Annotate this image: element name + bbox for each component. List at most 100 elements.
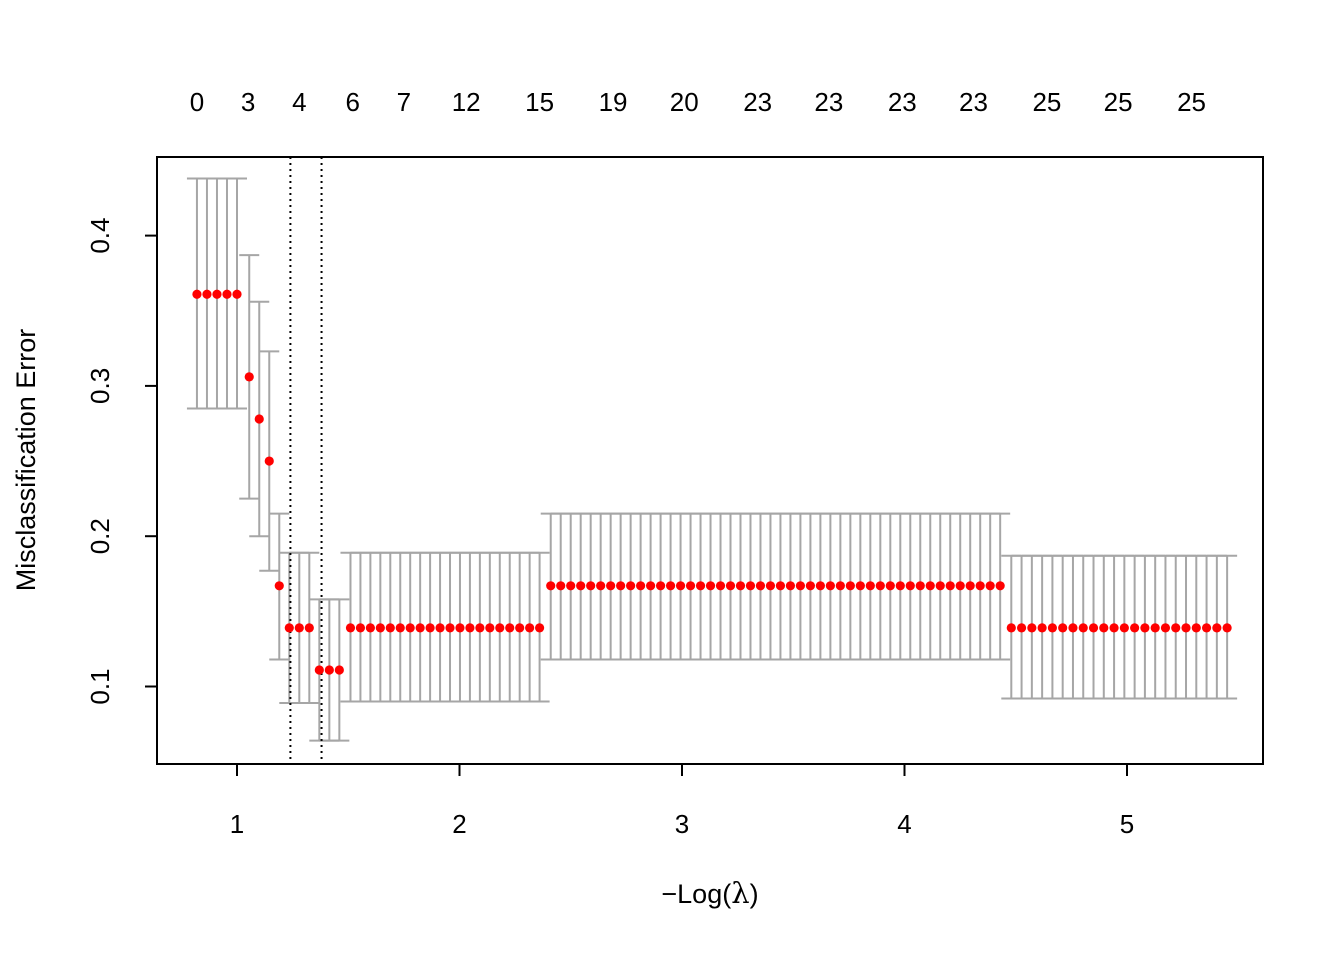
y-tick-label: 0.3 xyxy=(85,368,115,404)
data-point xyxy=(735,581,746,591)
data-point xyxy=(1119,623,1129,633)
data-point xyxy=(1109,623,1119,633)
data-point xyxy=(314,665,324,675)
data-point xyxy=(405,623,415,633)
data-point xyxy=(284,623,294,633)
top-count-label: 23 xyxy=(888,87,917,117)
data-point xyxy=(1160,623,1171,633)
y-axis-title: Misclassification Error xyxy=(11,329,41,592)
data-point xyxy=(646,581,656,591)
data-point xyxy=(435,623,445,633)
x-axis-title-suffix: ) xyxy=(750,879,759,909)
data-point xyxy=(855,581,865,591)
data-point xyxy=(324,665,334,675)
data-point xyxy=(202,289,212,299)
data-point xyxy=(304,623,314,633)
data-point xyxy=(755,581,766,591)
data-point xyxy=(596,581,606,591)
top-count-label: 12 xyxy=(452,87,481,117)
data-point xyxy=(745,581,756,591)
data-point xyxy=(1088,623,1099,633)
y-tick-label: 0.2 xyxy=(85,518,115,554)
data-point xyxy=(885,581,895,591)
data-point xyxy=(945,581,955,591)
data-point xyxy=(775,581,786,591)
data-point xyxy=(995,581,1005,591)
data-point xyxy=(805,581,816,591)
data-point xyxy=(815,581,825,591)
data-point xyxy=(566,581,576,591)
data-point xyxy=(1191,623,1201,633)
data-point xyxy=(636,581,646,591)
data-point xyxy=(525,623,535,633)
x-axis-title-prefix: −Log( xyxy=(661,879,731,909)
x-axis: 1 2 3 4 5 xyxy=(230,764,1134,839)
y-tick-label: 0.1 xyxy=(85,668,115,704)
data-point xyxy=(825,581,835,591)
data-point xyxy=(835,581,845,591)
top-count-label: 0 xyxy=(190,87,204,117)
data-point xyxy=(465,623,475,633)
data-point xyxy=(725,581,736,591)
data-point xyxy=(455,623,465,633)
top-count-label: 25 xyxy=(1032,87,1061,117)
data-point xyxy=(1037,623,1047,633)
data-point xyxy=(626,581,636,591)
data-point xyxy=(795,581,806,591)
data-point xyxy=(985,581,995,591)
data-point xyxy=(192,289,202,299)
data-point xyxy=(334,665,344,675)
data-point xyxy=(222,289,232,299)
top-count-label: 3 xyxy=(241,87,255,117)
data-point xyxy=(254,414,264,424)
x-tick-label: 1 xyxy=(230,809,244,839)
x-tick-label: 2 xyxy=(452,809,466,839)
y-axis: 0.1 0.2 0.3 0.4 xyxy=(85,218,157,705)
data-point xyxy=(345,623,356,633)
data-point xyxy=(1078,623,1088,633)
data-point xyxy=(375,623,385,633)
top-axis-nonzero-counts: 0 3 4 6 7 12 15 19 20 23 23 23 23 25 25 25 xyxy=(190,87,1206,117)
data-point xyxy=(355,623,366,633)
data-point xyxy=(365,623,375,633)
data-point xyxy=(395,623,405,633)
data-point xyxy=(475,623,485,633)
data-point xyxy=(515,623,525,633)
data-point xyxy=(232,289,242,299)
x-tick-label: 5 xyxy=(1120,809,1134,839)
data-point xyxy=(925,581,935,591)
data-point xyxy=(1130,623,1140,633)
data-point xyxy=(895,581,905,591)
data-point xyxy=(606,581,616,591)
data-point xyxy=(1171,623,1181,633)
data-point xyxy=(1047,623,1058,633)
y-tick-label: 0.4 xyxy=(85,218,115,254)
data-point xyxy=(1212,623,1222,633)
data-point xyxy=(535,623,545,633)
data-point xyxy=(705,581,716,591)
data-point xyxy=(1201,623,1212,633)
data-point xyxy=(425,623,435,633)
data-point xyxy=(1140,623,1150,633)
data-point xyxy=(695,581,706,591)
top-count-label: 23 xyxy=(959,87,988,117)
data-point xyxy=(765,581,776,591)
data-point xyxy=(845,581,855,591)
data-point xyxy=(294,623,304,633)
x-axis-title-symbol: λ xyxy=(731,876,749,910)
data-point xyxy=(715,581,726,591)
data-point xyxy=(965,581,975,591)
data-point xyxy=(505,623,515,633)
data-point xyxy=(485,623,495,633)
top-count-label: 25 xyxy=(1104,87,1133,117)
data-point xyxy=(1181,623,1191,633)
data-point xyxy=(244,372,254,382)
data-point xyxy=(785,581,796,591)
x-tick-label: 4 xyxy=(897,809,911,839)
data-point xyxy=(274,581,284,591)
data-point xyxy=(212,289,222,299)
data-point xyxy=(875,581,885,591)
data-point xyxy=(865,581,875,591)
data-point xyxy=(1006,623,1016,633)
